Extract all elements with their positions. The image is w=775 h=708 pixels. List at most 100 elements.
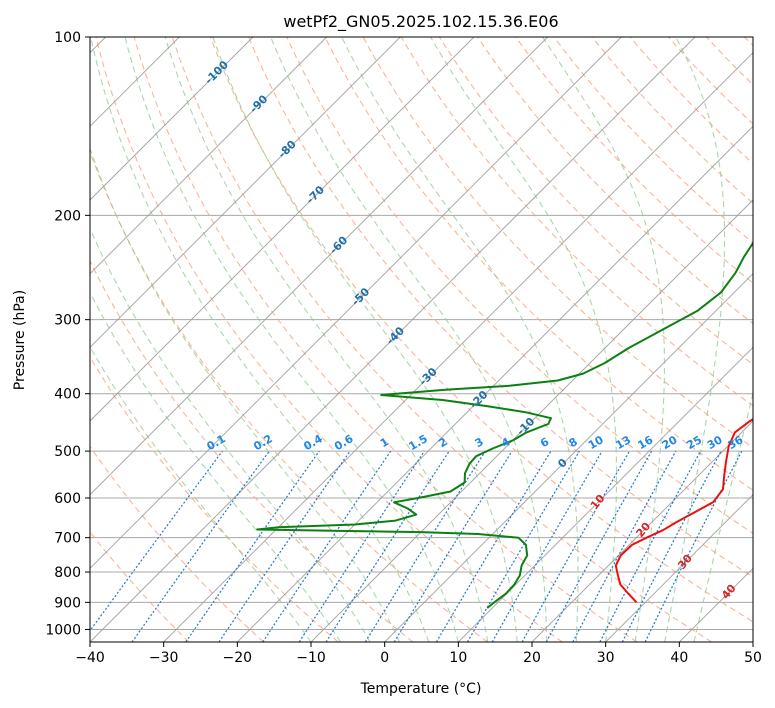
mixing-ratio-label: 1 <box>378 435 391 450</box>
dry-adiabat-line <box>90 445 264 642</box>
mixing-ratio-line <box>298 450 425 642</box>
dry-adiabat-line <box>248 37 753 578</box>
dry-adiabat-line <box>90 356 339 642</box>
isotherm-line <box>310 199 753 642</box>
moist-adiabat-line <box>90 146 400 642</box>
moist-adiabat-line <box>90 345 312 642</box>
y-tick-label: 600 <box>54 491 81 507</box>
moist-adiabat-line <box>664 37 726 642</box>
dry-adiabat-line <box>706 37 753 86</box>
moist-adiabat-line <box>124 37 459 642</box>
temperature-profile-line <box>614 417 753 603</box>
plot-area: -100-90-80-70-60-50-40-30-20-10010203040… <box>90 37 753 642</box>
y-tick-label: 1000 <box>45 622 81 638</box>
moist-adiabat-line <box>542 37 665 642</box>
isotherm-line <box>90 37 401 349</box>
isotherm-line <box>90 37 475 422</box>
mixing-ratio-line <box>599 450 702 642</box>
x-tick-label: 30 <box>597 650 615 666</box>
mixing-ratio-line <box>435 450 552 642</box>
mixing-ratio-label: 3 <box>473 435 486 450</box>
y-tick-label: 800 <box>54 565 81 581</box>
mixing-ratio-line <box>218 450 351 642</box>
isotherm-line <box>531 420 753 642</box>
moist-adiabat-line <box>693 390 753 642</box>
mixing-ratio-line <box>621 450 722 642</box>
isotherm-line <box>163 51 753 642</box>
x-tick-label: 50 <box>744 650 762 666</box>
dry-adiabat-line <box>90 531 190 642</box>
moist-adiabat-line <box>212 37 518 642</box>
mixing-ratio-line <box>262 450 392 642</box>
y-tick-label: 500 <box>54 444 81 460</box>
isotherm-line <box>384 272 753 642</box>
dry-adiabat-line <box>133 37 638 642</box>
dry-adiabat-line <box>667 37 753 125</box>
moist-adiabat-line <box>270 37 548 642</box>
dry-adiabat-line <box>744 37 753 47</box>
dry-adiabat-line <box>629 37 753 165</box>
mixing-ratio-line <box>393 450 513 642</box>
mixing-ratio-label: 10 <box>586 433 606 452</box>
dry-adiabat-line <box>591 37 753 204</box>
moist-adiabat-line <box>90 291 341 642</box>
x-tick-label: −30 <box>149 650 179 666</box>
moist-adiabat-line <box>90 37 430 642</box>
x-tick-label: 40 <box>670 650 688 666</box>
isotherm-line <box>605 493 753 642</box>
y-tick-label: 400 <box>54 387 81 403</box>
y-axis-title: Pressure (hPa) <box>12 290 28 390</box>
dry-adiabat-line <box>90 150 488 642</box>
x-axis-title: Temperature (°C) <box>360 681 482 697</box>
mixing-ratio-label: 1.5 <box>407 432 430 453</box>
dry-adiabat-line <box>477 37 753 325</box>
chart-title: wetPf2_GN05.2025.102.15.36.E06 <box>283 12 558 32</box>
mixing-ratio-line <box>466 450 580 642</box>
dewpoint-profile-line <box>256 241 753 609</box>
x-tick-label: −10 <box>296 650 326 666</box>
mixing-ratio-label: 0.6 <box>332 432 356 453</box>
mixing-ratio-label: 25 <box>684 433 704 452</box>
dry-adiabat-line <box>209 37 753 623</box>
isotherm-line <box>90 37 696 642</box>
mixing-ratio-label: 16 <box>635 433 655 452</box>
y-tick-label: 300 <box>54 313 81 329</box>
dry-adiabat-line <box>171 37 712 642</box>
moist-adiabat-line <box>90 227 371 642</box>
isotherm-line <box>678 567 753 642</box>
mixing-ratio-label: 0.4 <box>301 432 325 453</box>
y-tick-label: 900 <box>54 595 81 611</box>
mixing-ratio-line <box>545 450 653 642</box>
mixing-ratio-line <box>364 450 486 642</box>
y-tick-label: 100 <box>54 30 81 46</box>
y-tick-label: 700 <box>54 531 81 547</box>
isotherm-line <box>457 346 753 642</box>
isotherm-line <box>90 37 254 201</box>
mixing-ratio-line <box>131 450 270 642</box>
mixing-ratio-line <box>90 450 223 632</box>
isotherm-line <box>90 37 622 570</box>
isotherm-line <box>90 37 328 275</box>
mixing-ratio-line <box>185 450 320 642</box>
dry-adiabat-line <box>324 37 753 491</box>
isotherm-line <box>752 641 753 642</box>
mixing-ratio-line <box>521 450 631 642</box>
x-tick-label: 10 <box>449 650 467 666</box>
isotherm-line <box>236 125 753 642</box>
plot-frame <box>89 36 754 643</box>
dry-adiabat-line <box>400 37 753 407</box>
x-tick-label: −20 <box>223 650 253 666</box>
moist-adiabat-line <box>164 37 489 642</box>
mixing-ratio-line <box>325 450 450 642</box>
mixing-ratio-label: 6 <box>538 435 551 450</box>
dry-adiabat-line <box>90 259 414 642</box>
x-tick-label: −40 <box>75 650 105 666</box>
mixing-ratio-label: 2 <box>436 435 449 450</box>
dry-adiabat-line <box>515 37 753 284</box>
x-tick-label: 20 <box>523 650 541 666</box>
dry-adiabat-line <box>95 37 563 642</box>
isotherm-line <box>90 37 549 496</box>
mixing-ratio-line <box>572 450 677 642</box>
x-tick-label: 0 <box>380 650 389 666</box>
